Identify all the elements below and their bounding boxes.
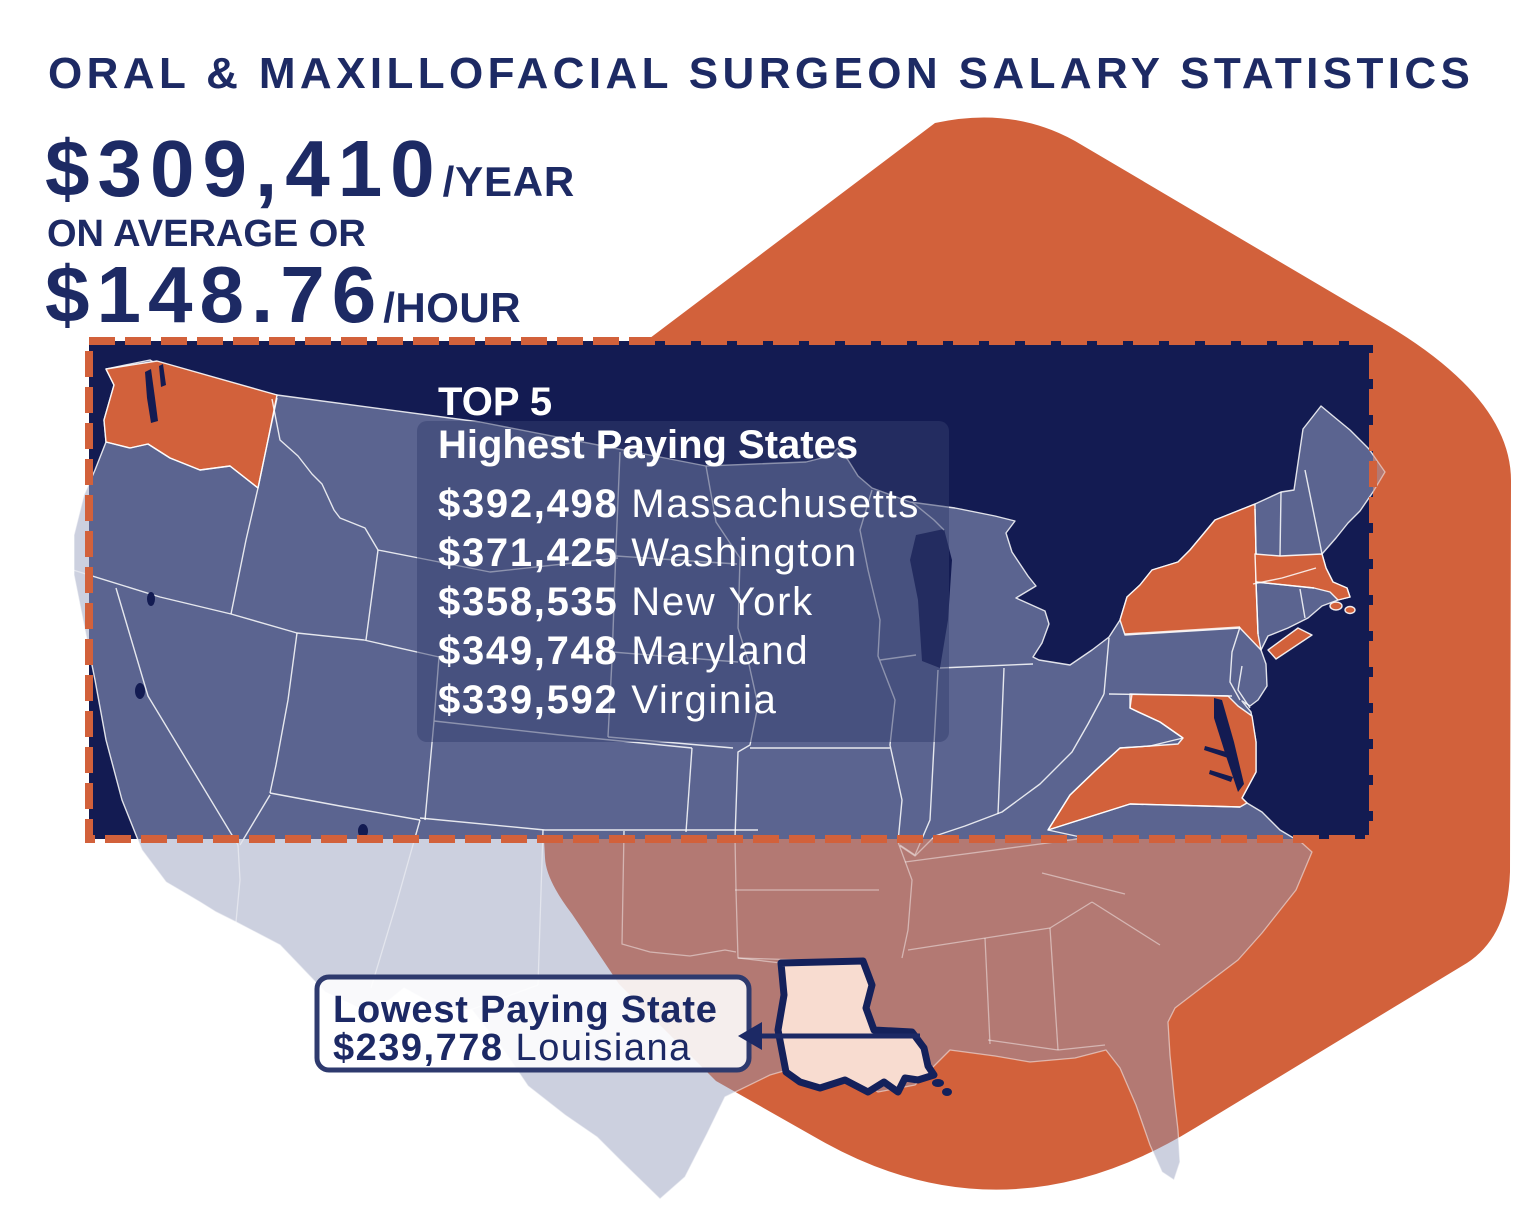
- svg-text:ON AVERAGE OR: ON AVERAGE OR: [47, 213, 366, 255]
- svg-text:TOP 5: TOP 5: [438, 380, 552, 424]
- svg-text:ORAL & MAXILLOFACIAL SURGEON S: ORAL & MAXILLOFACIAL SURGEON SALARY STAT…: [48, 49, 1474, 98]
- svg-text:Lowest Paying State: Lowest Paying State: [333, 989, 718, 1031]
- svg-text:$148.76/HOUR: $148.76/HOUR: [45, 250, 521, 339]
- svg-text:$349,748 Maryland: $349,748 Maryland: [438, 629, 809, 673]
- svg-text:Highest Paying States: Highest Paying States: [438, 423, 858, 467]
- svg-text:$358,535 New York: $358,535 New York: [438, 580, 814, 624]
- svg-text:$371,425 Washington: $371,425 Washington: [438, 531, 858, 575]
- svg-text:$392,498 Massachusetts: $392,498 Massachusetts: [438, 482, 920, 526]
- svg-text:$239,778 Louisiana: $239,778 Louisiana: [333, 1027, 692, 1069]
- svg-text:$339,592 Virginia: $339,592 Virginia: [438, 678, 778, 722]
